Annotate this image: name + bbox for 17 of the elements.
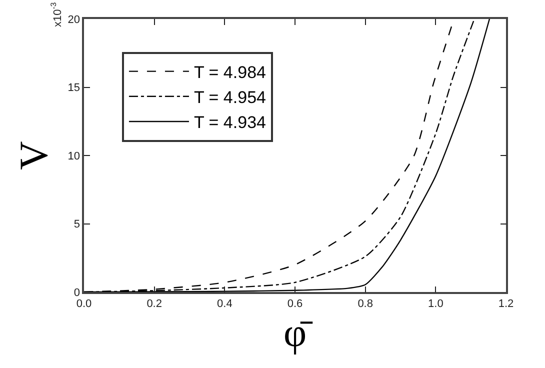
legend-label: T = 4.934 [194,113,266,132]
x-tick-label: 0.2 [146,298,162,310]
x-axis-title: φ̄ [283,310,314,355]
x-tick-label: 0.0 [76,298,92,310]
legend-label: T = 4.954 [194,88,266,108]
x-tick-label: 1.0 [428,298,444,310]
y-tick-label: 15 [68,82,80,94]
y-tick-label: 0 [74,286,80,299]
y-tick-label: 20 [68,14,80,26]
x-tick-label: 0.4 [217,298,232,310]
y-tick-label: 10 [68,150,80,162]
y-axis-title: V [10,140,56,170]
legend-label: T = 4.984 [194,62,266,82]
x-tick-label: 1.2 [498,298,514,310]
x-tick-label: 0.8 [358,298,373,310]
x-tick-label: 0.6 [287,298,303,310]
y-tick-label: 5 [74,218,80,231]
